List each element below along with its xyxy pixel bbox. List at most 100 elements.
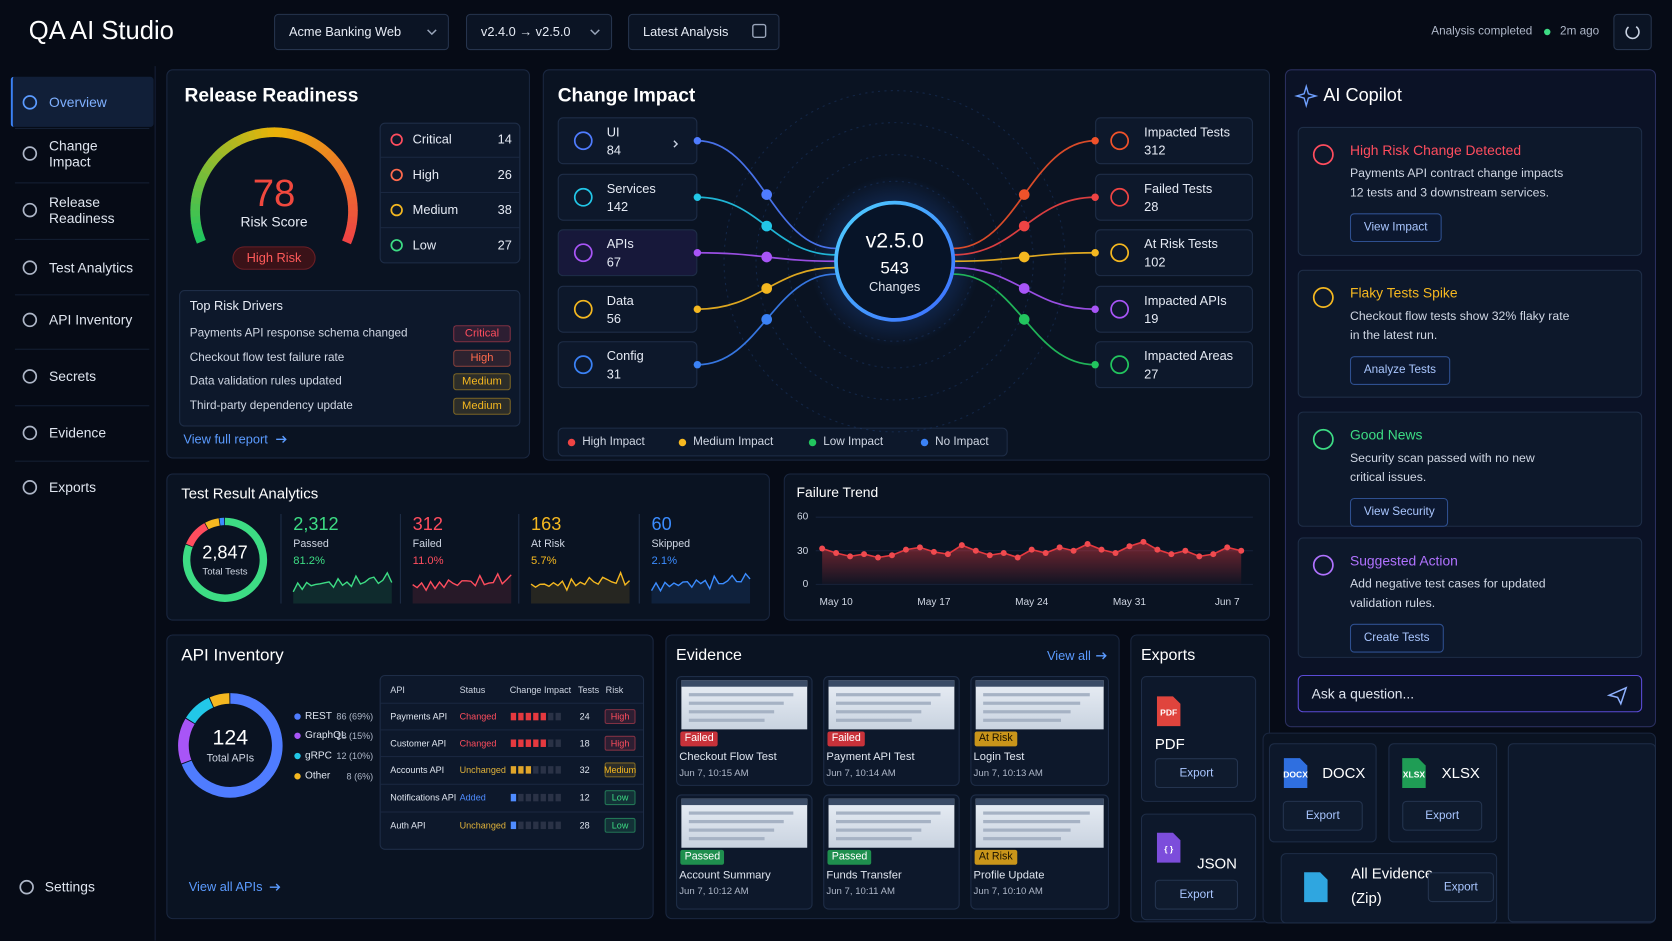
card-button[interactable]: Create Tests [1349, 623, 1444, 653]
impact-bar [548, 821, 554, 830]
x-tick-label: May 31 [1112, 596, 1147, 609]
nav-item[interactable]: Secrets [49, 368, 97, 385]
select[interactable] [465, 13, 613, 51]
select-label: Acme Banking Web [288, 24, 402, 40]
thumbnail [975, 680, 1104, 730]
x-tick-label: May 17 [917, 596, 951, 609]
gauge-arc [280, 127, 289, 139]
thumbnail-bar [975, 798, 1104, 806]
nav-item[interactable]: Overview [49, 94, 107, 111]
thumbnail-line [836, 828, 922, 832]
card-button[interactable]: View Impact [1349, 213, 1442, 243]
thumbnail-line [688, 718, 765, 722]
icon [22, 95, 38, 110]
icon [1312, 287, 1334, 308]
nav-settings[interactable]: Settings [44, 878, 95, 895]
center-label: Changes [869, 279, 921, 295]
row-divider [380, 702, 643, 704]
export-button[interactable]: Export [1402, 800, 1483, 831]
api-risk: Medium [603, 764, 637, 776]
legend-label: Medium Impact [693, 435, 774, 449]
legend-label: High Impact [582, 435, 645, 449]
export-button[interactable]: Export [1154, 758, 1239, 789]
impact-bar [518, 793, 524, 802]
driver-text: Data validation rules updated [189, 374, 342, 388]
card-button[interactable]: Analyze Tests [1349, 356, 1450, 385]
drivers-title: Top Risk Drivers [189, 298, 283, 314]
gauge-arc [314, 140, 326, 153]
impact-bar [548, 712, 554, 721]
file-icon [1304, 872, 1328, 903]
thumbnail-bar [828, 798, 955, 806]
gauge-arc [190, 215, 201, 224]
apis-link[interactable]: View all APIs [188, 879, 263, 895]
impact-bar [555, 793, 561, 802]
source-name: Services [606, 181, 656, 196]
status-badge: Failed [680, 731, 718, 747]
level-count: 38 [497, 202, 512, 218]
source-card [557, 229, 698, 277]
send-icon [1606, 686, 1628, 706]
stat-name: Passed [293, 538, 329, 551]
trend-point [986, 552, 993, 559]
gauge-arc [204, 158, 217, 171]
export-button[interactable]: Export [1154, 879, 1239, 910]
nav-item[interactable]: Release Readiness [49, 194, 115, 227]
export-button[interactable]: Export [1427, 872, 1494, 903]
api-status: Unchanged [459, 819, 506, 831]
select[interactable] [628, 13, 780, 51]
thumbnail-line [688, 820, 784, 824]
target-name: Impacted Areas [1144, 348, 1234, 364]
export-button[interactable]: Export [1282, 800, 1363, 831]
evidence-title: Funds Transfer [826, 868, 902, 882]
donut-segment [178, 718, 195, 764]
sparkline [530, 570, 631, 592]
nav-item[interactable]: Exports [49, 479, 97, 496]
evidence-time: Jun 7, 10:10 AM [973, 885, 1043, 897]
impact-bar [525, 793, 532, 802]
thumbnail-line [688, 828, 775, 832]
card-title: Flaky Tests Spike [1349, 284, 1458, 301]
api-tests: 24 [579, 711, 590, 722]
nav-item[interactable]: API Inventory [49, 311, 133, 328]
evidence-link[interactable]: View all [1046, 648, 1091, 664]
trend-point [1224, 544, 1231, 551]
sparkline-area [531, 572, 630, 604]
report-link[interactable]: View full report [183, 431, 268, 447]
card-button[interactable]: View Security [1349, 497, 1449, 527]
nav-item[interactable]: Evidence [49, 424, 107, 441]
evidence-time: Jun 7, 10:11 AM [826, 885, 896, 897]
nav-item[interactable]: Change Impact [49, 137, 98, 170]
select-label: Latest Analysis [642, 24, 729, 40]
target-name: Impacted APIs [1144, 293, 1227, 308]
evidence-title: Account Summary [679, 868, 771, 882]
impact-bar [540, 712, 546, 721]
trend-point [916, 544, 923, 551]
thumbnail-line [836, 710, 922, 714]
api-risk: High [610, 711, 630, 722]
impact-bar [555, 712, 561, 721]
nav-item[interactable]: Test Analytics [49, 259, 134, 276]
thumbnail-line [688, 701, 784, 705]
api-name: Customer API [390, 737, 447, 749]
legend-dot [294, 713, 301, 720]
gauge-arc [200, 164, 213, 176]
source-count: 67 [606, 254, 621, 270]
ask-input[interactable] [1297, 674, 1643, 713]
thumbnail [828, 680, 955, 730]
donut-segment [186, 523, 209, 547]
api-risk: Low [611, 819, 629, 831]
stat-count: 2,312 [293, 513, 339, 535]
select[interactable] [274, 13, 449, 51]
gauge-arc [212, 148, 225, 161]
thumbnail-bar [975, 680, 1104, 687]
x-tick-label: Jun 7 [1214, 596, 1240, 609]
legend-dot [294, 732, 301, 739]
ask-placeholder[interactable]: Ask a question... [1311, 685, 1415, 702]
icon [1110, 131, 1130, 151]
api-name: Auth API [390, 819, 426, 831]
refresh-button[interactable] [1613, 13, 1652, 51]
driver-badge [453, 349, 511, 367]
trend-point [1154, 546, 1161, 553]
driver-badge [453, 373, 511, 391]
